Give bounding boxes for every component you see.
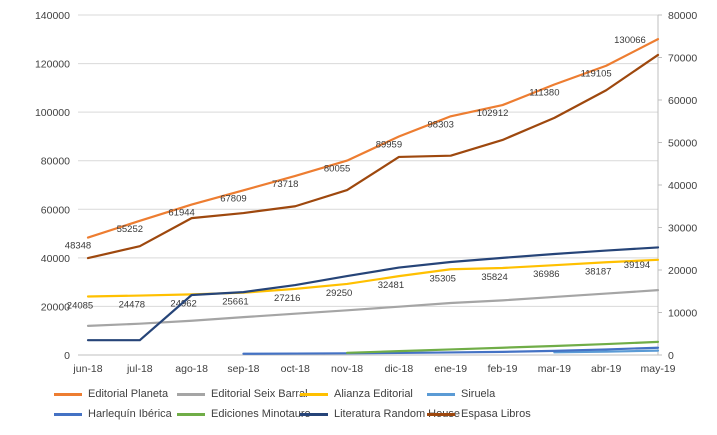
data-label-alianza-editorial: 35305 bbox=[430, 273, 456, 284]
data-label-alianza-editorial: 24478 bbox=[119, 300, 145, 311]
legend-label-editorial-planeta: Editorial Planeta bbox=[88, 388, 169, 400]
right-axis-tick-label: 10000 bbox=[668, 308, 697, 320]
legend-marker-alianza-editorial bbox=[300, 392, 328, 396]
legend-label-siruela: Siruela bbox=[461, 388, 496, 400]
data-label-alianza-editorial: 24962 bbox=[170, 298, 196, 309]
legend-item-editorial-planeta: Editorial Planeta bbox=[54, 386, 168, 402]
data-label-alianza-editorial: 29250 bbox=[326, 288, 352, 299]
x-axis-tick-label: feb-19 bbox=[488, 363, 518, 375]
legend-label-alianza-editorial: Alianza Editorial bbox=[334, 388, 413, 400]
left-axis-tick-label: 20000 bbox=[41, 301, 70, 313]
left-axis-tick-label: 40000 bbox=[41, 253, 70, 265]
series-line-ediciones-minotauro bbox=[345, 340, 660, 354]
legend-item-ediciones-minotauro: Ediciones Minotauro bbox=[177, 406, 311, 422]
x-axis-tick-label: ene-19 bbox=[434, 363, 467, 375]
x-axis-tick-label: jun-18 bbox=[72, 363, 102, 375]
data-label-editorial-planeta: 89959 bbox=[376, 140, 402, 151]
legend-label-ediciones-minotauro: Ediciones Minotauro bbox=[211, 408, 311, 420]
data-label-editorial-planeta: 130066 bbox=[614, 35, 646, 46]
series-line-siruela bbox=[553, 349, 660, 354]
data-label-editorial-planeta: 73718 bbox=[272, 179, 298, 190]
series-line-harlequin-iberica bbox=[242, 346, 660, 355]
legend-label-harlequin-iberica: Harlequín Ibérica bbox=[88, 408, 172, 420]
legend-marker-ediciones-minotauro bbox=[177, 412, 205, 416]
data-label-editorial-planeta: 111380 bbox=[529, 88, 559, 99]
series-line-alianza-editorial bbox=[86, 258, 660, 298]
legend-marker-siruela bbox=[427, 392, 455, 396]
right-axis-tick-label: 20000 bbox=[668, 265, 697, 277]
legend-label-espasa-libros: Espasa Libros bbox=[461, 408, 531, 420]
data-label-editorial-planeta: 102912 bbox=[477, 108, 509, 119]
data-label-editorial-planeta: 98303 bbox=[428, 119, 454, 130]
legend-item-alianza-editorial: Alianza Editorial bbox=[300, 386, 413, 402]
data-label-alianza-editorial: 38187 bbox=[585, 266, 611, 277]
left-axis-tick-label: 100000 bbox=[35, 107, 70, 119]
right-axis-tick-label: 60000 bbox=[668, 95, 697, 107]
data-label-editorial-planeta: 80055 bbox=[324, 164, 350, 175]
right-axis-tick-label: 70000 bbox=[668, 53, 697, 65]
left-axis-tick-label: 0 bbox=[64, 350, 70, 362]
data-label-editorial-planeta: 48348 bbox=[65, 241, 91, 252]
right-axis-tick-label: 30000 bbox=[668, 223, 697, 235]
left-axis-tick-label: 120000 bbox=[35, 59, 70, 71]
series-line-editorial-planeta bbox=[86, 38, 660, 239]
legend-item-editorial-seix-barral: Editorial Seix Barral bbox=[177, 386, 308, 402]
right-axis-tick-label: 50000 bbox=[668, 138, 697, 150]
legend-item-harlequin-iberica: Harlequín Ibérica bbox=[54, 406, 172, 422]
data-label-editorial-planeta: 61944 bbox=[168, 208, 194, 219]
x-axis-tick-label: nov-18 bbox=[331, 363, 363, 375]
legend-marker-harlequin-iberica bbox=[54, 412, 82, 416]
legend-marker-literatura-random-house bbox=[300, 412, 328, 416]
line-chart-svg: 0 10000 20000 30000 40000 50000 60000 70000 8000… bbox=[35, 10, 697, 375]
data-label-editorial-planeta: 55252 bbox=[117, 224, 143, 235]
series-line-espasa-libros bbox=[86, 53, 660, 260]
legend-item-literatura-random-house: Literatura Random House bbox=[300, 406, 460, 422]
legend-item-siruela: Siruela bbox=[427, 386, 495, 402]
chart-legend: Editorial Planeta Editorial Seix Barral Al… bbox=[0, 384, 717, 432]
right-axis-tick-label: 40000 bbox=[668, 180, 697, 192]
legend-marker-espasa-libros bbox=[427, 412, 455, 416]
left-axis-tick-label: 140000 bbox=[35, 10, 70, 22]
data-label-alianza-editorial: 35824 bbox=[481, 272, 507, 283]
x-axis-tick-label: jul-18 bbox=[126, 363, 153, 375]
left-axis-tick-label: 60000 bbox=[41, 204, 70, 216]
series-line-editorial-seix-barral bbox=[86, 289, 660, 327]
x-axis-tick-label: dic-18 bbox=[385, 363, 414, 375]
data-label-editorial-planeta: 67809 bbox=[220, 193, 246, 204]
x-axis-tick-label: may-19 bbox=[640, 363, 675, 375]
series-line-literatura-random-house bbox=[86, 246, 660, 342]
x-axis-tick-label: ago-18 bbox=[175, 363, 208, 375]
data-label-alianza-editorial: 32481 bbox=[378, 280, 404, 291]
left-axis-tick-label: 80000 bbox=[41, 156, 70, 168]
x-axis-tick-label: abr-19 bbox=[591, 363, 622, 375]
x-axis-tick-label: oct-18 bbox=[281, 363, 310, 375]
right-axis-tick-label: 0 bbox=[668, 350, 674, 362]
legend-marker-editorial-planeta bbox=[54, 392, 82, 396]
data-label-alianza-editorial: 25661 bbox=[222, 297, 248, 308]
data-label-alianza-editorial: 36986 bbox=[533, 269, 559, 280]
x-axis-tick-label: sep-18 bbox=[227, 363, 259, 375]
legend-marker-editorial-seix-barral bbox=[177, 392, 205, 396]
data-label-alianza-editorial: 24085 bbox=[67, 301, 93, 312]
data-label-alianza-editorial: 39194 bbox=[624, 260, 650, 271]
data-label-editorial-planeta: 119105 bbox=[581, 69, 612, 80]
legend-label-editorial-seix-barral: Editorial Seix Barral bbox=[211, 388, 308, 400]
x-axis-tick-label: mar-19 bbox=[538, 363, 571, 375]
legend-label-literatura-random-house: Literatura Random House bbox=[334, 408, 460, 420]
right-axis-tick-label: 80000 bbox=[668, 10, 697, 22]
legend-item-espasa-libros: Espasa Libros bbox=[427, 406, 531, 422]
data-label-alianza-editorial: 27216 bbox=[274, 293, 300, 304]
